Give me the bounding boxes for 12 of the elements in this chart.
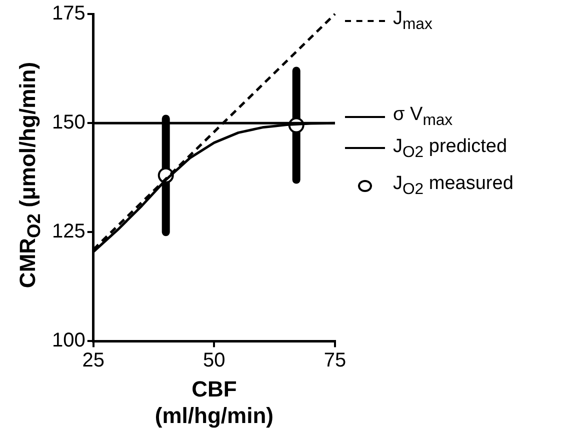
legend-label: σ V$_{max}$ (393, 104, 453, 130)
legend-label: J$_{max}$ (393, 8, 432, 34)
x-tick-label: 75 (324, 350, 346, 372)
y-tick-label: 175 (52, 2, 86, 25)
y-tick-label: 100 (52, 330, 86, 352)
x-axis-title: CBF (ml/hg/min) (154, 376, 274, 428)
y-tick-label: 125 (52, 220, 86, 243)
legend-label: J$_{O2}$ measured (393, 173, 514, 200)
legend-label: J$_{O2}$ predicted (393, 136, 508, 162)
x-tick-label: 25 (82, 350, 104, 372)
x-tick-label: 50 (203, 350, 226, 372)
y-tick-label: 150 (52, 112, 86, 134)
